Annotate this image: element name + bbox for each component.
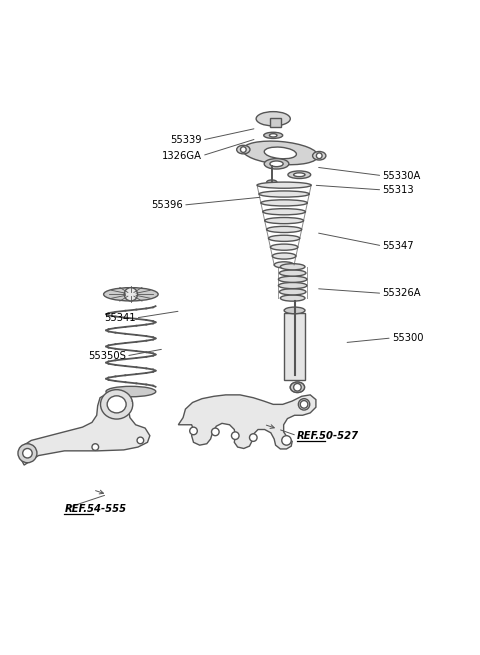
Ellipse shape bbox=[270, 244, 298, 250]
Ellipse shape bbox=[264, 159, 289, 169]
Circle shape bbox=[212, 428, 219, 436]
Ellipse shape bbox=[312, 151, 326, 160]
Circle shape bbox=[137, 437, 144, 443]
Circle shape bbox=[23, 449, 32, 458]
Ellipse shape bbox=[256, 111, 290, 126]
Circle shape bbox=[124, 288, 137, 301]
Ellipse shape bbox=[279, 270, 306, 276]
Text: 55330A: 55330A bbox=[383, 171, 420, 181]
Ellipse shape bbox=[278, 276, 307, 282]
Ellipse shape bbox=[263, 209, 305, 215]
Polygon shape bbox=[19, 393, 150, 465]
Ellipse shape bbox=[279, 289, 306, 295]
Circle shape bbox=[240, 147, 246, 153]
Circle shape bbox=[294, 383, 301, 391]
Ellipse shape bbox=[266, 227, 301, 233]
Ellipse shape bbox=[274, 262, 294, 268]
Ellipse shape bbox=[237, 145, 250, 154]
Bar bbox=[270, 118, 281, 127]
Ellipse shape bbox=[264, 132, 283, 138]
Ellipse shape bbox=[257, 182, 311, 188]
Ellipse shape bbox=[284, 307, 305, 314]
Bar bbox=[284, 313, 305, 380]
Text: REF.54-555: REF.54-555 bbox=[64, 504, 127, 514]
Ellipse shape bbox=[261, 200, 307, 206]
Circle shape bbox=[294, 383, 301, 391]
Text: 55347: 55347 bbox=[383, 241, 414, 251]
Ellipse shape bbox=[280, 264, 305, 270]
Ellipse shape bbox=[100, 390, 133, 419]
Ellipse shape bbox=[259, 191, 309, 197]
Ellipse shape bbox=[294, 173, 305, 177]
Ellipse shape bbox=[278, 282, 307, 289]
Text: 55341: 55341 bbox=[104, 313, 136, 323]
Ellipse shape bbox=[268, 235, 300, 242]
Polygon shape bbox=[179, 395, 316, 449]
Circle shape bbox=[282, 436, 291, 445]
Ellipse shape bbox=[290, 382, 304, 392]
Ellipse shape bbox=[280, 295, 305, 301]
Ellipse shape bbox=[266, 180, 277, 185]
Circle shape bbox=[18, 443, 37, 462]
Text: REF.50-527: REF.50-527 bbox=[297, 431, 359, 441]
Ellipse shape bbox=[272, 253, 296, 259]
Text: 55326A: 55326A bbox=[383, 288, 421, 298]
Circle shape bbox=[316, 153, 322, 159]
Ellipse shape bbox=[299, 399, 310, 410]
Ellipse shape bbox=[264, 147, 297, 159]
Circle shape bbox=[231, 432, 239, 440]
Ellipse shape bbox=[242, 141, 318, 164]
Ellipse shape bbox=[269, 134, 277, 137]
Text: 55313: 55313 bbox=[383, 185, 414, 195]
Circle shape bbox=[300, 401, 308, 408]
Ellipse shape bbox=[107, 396, 126, 413]
Text: 1326GA: 1326GA bbox=[162, 151, 202, 160]
Ellipse shape bbox=[290, 382, 304, 392]
Circle shape bbox=[92, 443, 98, 451]
Ellipse shape bbox=[104, 288, 158, 301]
Text: 55339: 55339 bbox=[170, 135, 202, 145]
Text: 55350S: 55350S bbox=[88, 351, 126, 361]
Text: 55300: 55300 bbox=[392, 333, 423, 343]
Circle shape bbox=[190, 427, 197, 435]
Ellipse shape bbox=[288, 171, 311, 179]
Ellipse shape bbox=[106, 386, 156, 397]
Circle shape bbox=[250, 434, 257, 441]
Ellipse shape bbox=[264, 217, 303, 223]
Text: 55396: 55396 bbox=[151, 200, 183, 210]
Ellipse shape bbox=[270, 161, 283, 166]
